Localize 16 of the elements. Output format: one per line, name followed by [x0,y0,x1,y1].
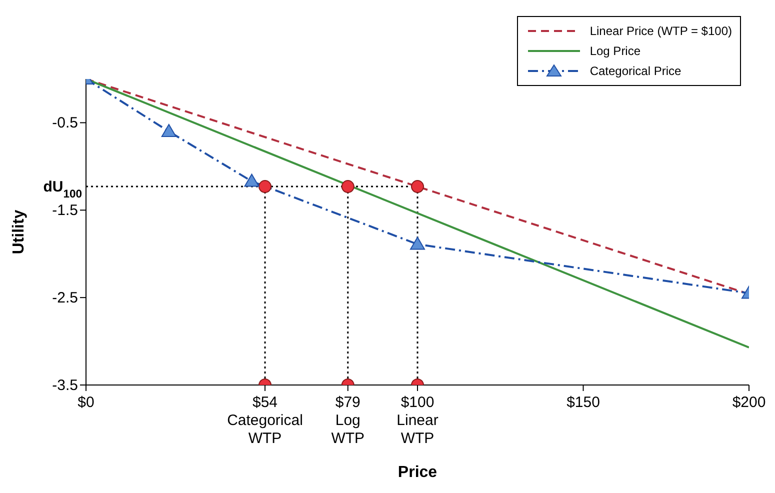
y-tick-label: -0.5 [52,114,78,132]
x-tick-label: $79 Log WTP [331,394,365,447]
x-tick-label: $0 [78,394,94,411]
y-tick-label: -1.5 [52,202,78,220]
x-tick-label: $200 [732,394,766,411]
x-tick-label: $150 [566,394,600,411]
x-tick-label: $54 Categorical WTP [227,394,303,447]
x-tick-label: $100 Linear WTP [396,394,438,447]
x-axis-title: Price [398,464,438,481]
y-tick-label: -3.5 [52,377,78,394]
y-tick-label: -2.5 [52,290,78,307]
legend-label: Categorical Price [590,64,682,78]
annotation: dU$_{100}$ [43,178,82,201]
legend-label: Log Price [590,44,641,58]
y-axis-title: Utility [10,210,28,254]
legend-label: Linear Price (WTP = $100) [590,24,732,38]
